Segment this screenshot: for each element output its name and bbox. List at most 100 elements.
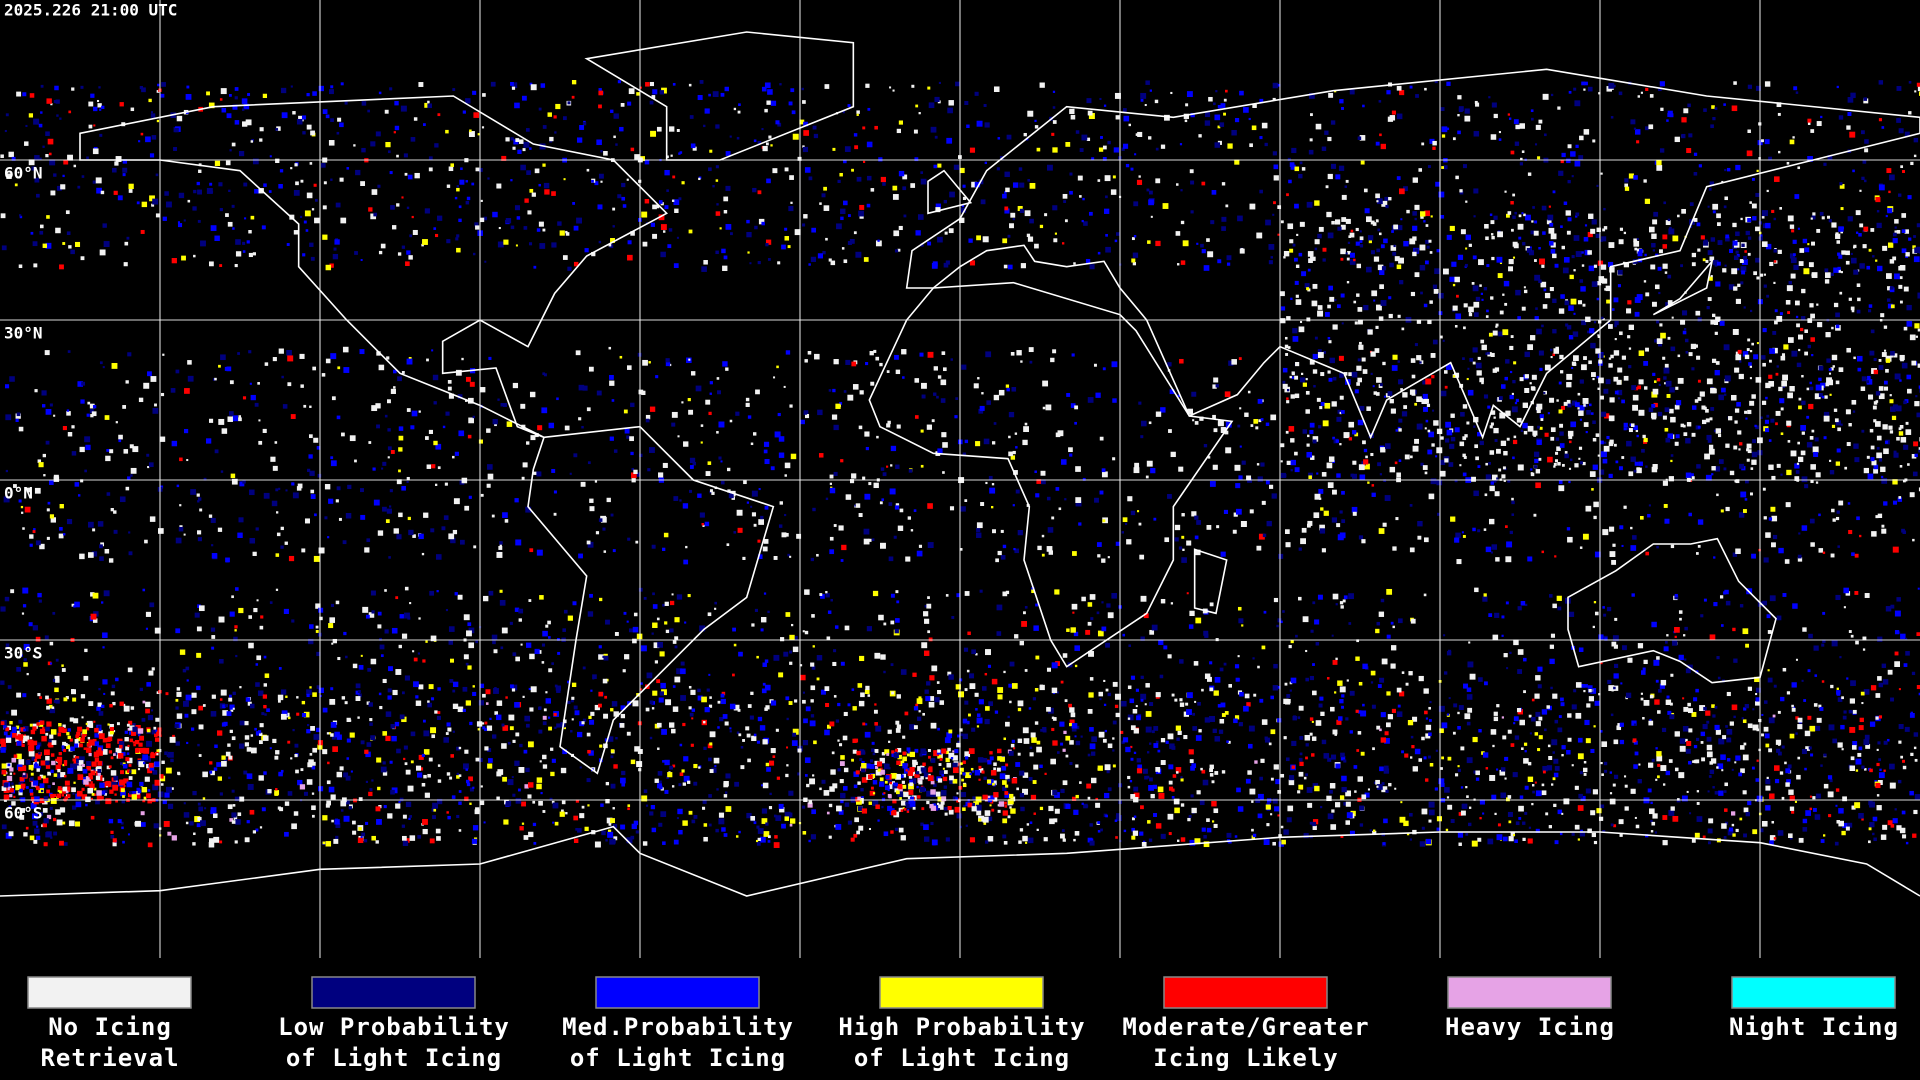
icing-pixel [649, 811, 654, 816]
icing-pixel [382, 461, 387, 466]
icing-pixel [630, 759, 636, 765]
icing-pixel [887, 420, 891, 425]
icing-pixel [1553, 758, 1559, 764]
icing-pixel [1682, 424, 1686, 428]
icing-pixel [272, 465, 278, 471]
icing-pixel [465, 376, 471, 382]
icing-pixel [1186, 709, 1192, 715]
icing-pixel [1174, 524, 1181, 531]
icing-pixel [1654, 831, 1657, 834]
icing-pixel [428, 757, 433, 762]
icing-pixel [119, 496, 126, 503]
icing-pixel [417, 652, 420, 655]
icing-pixel [1629, 423, 1633, 427]
icing-pixel [1042, 380, 1049, 387]
icing-pixel [1548, 755, 1553, 761]
icing-pixel [486, 483, 491, 488]
icing-pixel [101, 601, 104, 604]
icing-pixel [983, 438, 990, 445]
icing-pixel [650, 804, 656, 810]
icing-pixel [90, 414, 94, 418]
icing-pixel [1894, 661, 1901, 667]
icing-pixel [1370, 452, 1374, 457]
icing-pixel [1599, 730, 1603, 733]
icing-pixel [1882, 424, 1888, 430]
icing-pixel [142, 588, 146, 592]
icing-pixel [1511, 406, 1518, 413]
icing-pixel [1890, 604, 1895, 609]
icing-pixel [477, 728, 480, 731]
icing-pixel [152, 784, 159, 791]
icing-pixel [706, 688, 710, 692]
icing-pixel [992, 796, 998, 802]
icing-pixel [468, 417, 475, 424]
icing-pixel [196, 685, 201, 691]
icing-pixel [988, 701, 994, 707]
icing-pixel [403, 745, 408, 750]
icing-pixel [1085, 629, 1091, 635]
icing-pixel [1837, 697, 1843, 702]
icing-pixel [1471, 840, 1478, 847]
icing-pixel [802, 630, 805, 633]
icing-pixel [1335, 763, 1341, 769]
icing-pixel [789, 634, 795, 641]
icing-pixel [1070, 712, 1076, 718]
icing-pixel [148, 670, 154, 676]
icing-pixel [151, 729, 157, 735]
icing-pixel [42, 404, 46, 408]
icing-pixel [556, 723, 561, 728]
icing-pixel [300, 384, 304, 388]
icing-pixel [588, 750, 594, 756]
icing-pixel [1883, 769, 1886, 772]
icing-pixel [1729, 827, 1734, 832]
icing-pixel [417, 772, 423, 778]
icing-pixel [820, 594, 825, 599]
icing-pixel [1340, 835, 1344, 838]
icing-pixel [1905, 651, 1910, 656]
icing-pixel [115, 421, 118, 424]
icing-pixel [1501, 615, 1505, 619]
icing-pixel [1306, 787, 1313, 793]
icing-pixel [49, 662, 53, 665]
icing-pixel [957, 734, 960, 738]
icing-pixel [865, 362, 869, 366]
icing-pixel [1332, 593, 1339, 600]
icing-pixel [1209, 687, 1214, 692]
icing-pixel [306, 729, 311, 734]
icing-pixel [1066, 393, 1071, 397]
icing-pixel [23, 662, 28, 667]
icing-pixel [1384, 495, 1391, 502]
icing-pixel [598, 645, 602, 649]
icing-pixel [1462, 357, 1465, 361]
icing-pixel [857, 683, 863, 688]
icing-pixel [1607, 322, 1610, 325]
icing-pixel [708, 673, 711, 676]
icing-pixel [512, 793, 516, 797]
icing-pixel [1571, 367, 1574, 370]
icing-pixel [389, 760, 393, 764]
icing-pixel [163, 820, 170, 827]
icing-pixel [858, 825, 864, 831]
icing-pixel [1179, 698, 1183, 702]
icing-pixel [564, 425, 570, 431]
icing-pixel [1566, 750, 1571, 755]
icing-pixel [125, 486, 130, 491]
icing-pixel [1755, 425, 1759, 430]
icing-pixel [1767, 669, 1770, 672]
icing-pixel [1842, 715, 1847, 720]
icing-pixel [620, 713, 626, 719]
icing-pixel [1892, 818, 1898, 824]
icing-pixel [1069, 719, 1075, 725]
icing-pixel [202, 797, 206, 800]
icing-pixel [1710, 758, 1717, 764]
icing-pixel [1656, 545, 1659, 549]
icing-pixel [883, 622, 887, 626]
icing-pixel [1298, 771, 1304, 777]
icing-pixel [717, 390, 722, 395]
icing-pixel [989, 756, 994, 761]
icing-pixel [1315, 642, 1320, 646]
icing-pixel [536, 783, 542, 790]
icing-pixel [541, 643, 546, 647]
icing-pixel [937, 375, 942, 379]
icing-pixel [1324, 402, 1331, 409]
